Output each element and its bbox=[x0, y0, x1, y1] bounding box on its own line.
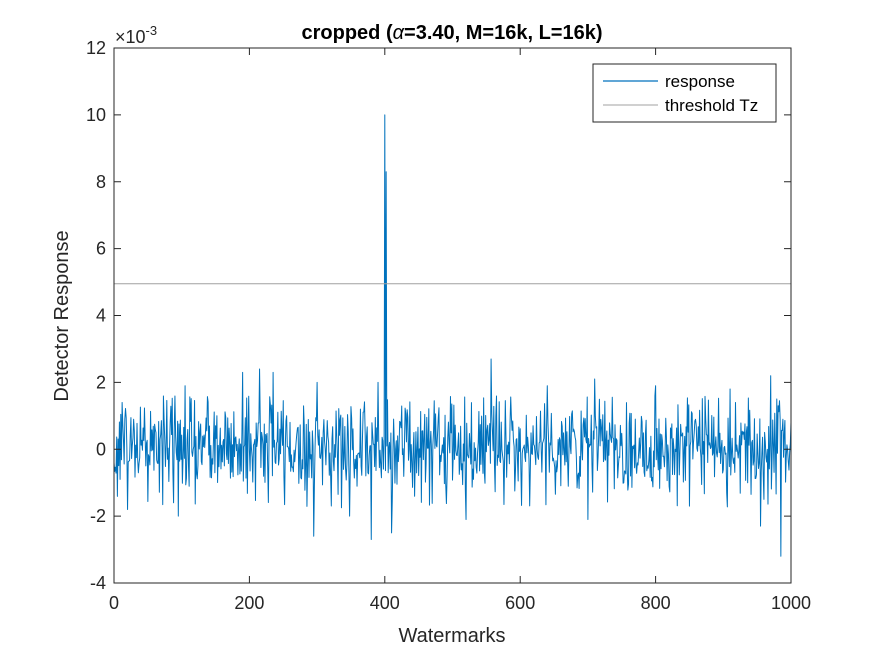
series-layer bbox=[113, 114, 792, 557]
y-tick-label: -4 bbox=[90, 573, 106, 593]
x-tick-label: 0 bbox=[109, 593, 119, 613]
ticks-layer: 0 200 400 600 800 1000 -4 -2 0 2 4 6 8 10 12 bbox=[86, 38, 811, 613]
x-tick-label: 1000 bbox=[771, 593, 811, 613]
y-tick-label: -2 bbox=[90, 506, 106, 526]
x-tick-label: 800 bbox=[641, 593, 671, 613]
y-scale-multiplier: ×10-3 bbox=[115, 23, 157, 47]
y-tick-label: 6 bbox=[96, 239, 106, 259]
legend-box bbox=[592, 63, 777, 123]
y-tick-label: 4 bbox=[96, 306, 106, 326]
x-tick-label: 200 bbox=[234, 593, 264, 613]
legend: response threshold Tz bbox=[592, 63, 777, 123]
series-line-response bbox=[113, 114, 792, 557]
y-tick-label: 0 bbox=[96, 439, 106, 459]
legend-label-threshold: threshold Tz bbox=[665, 96, 758, 115]
plot-background bbox=[114, 48, 791, 583]
y-axis-label: Detector Response bbox=[51, 230, 73, 401]
y-tick-label: 8 bbox=[96, 172, 106, 192]
legend-label-response: response bbox=[665, 72, 735, 91]
y-tick-label: 10 bbox=[86, 105, 106, 125]
x-tick-label: 600 bbox=[505, 593, 535, 613]
x-axis-label: Watermarks bbox=[398, 625, 505, 647]
chart-title: cropped (α=3.40, M=16k, L=16k) bbox=[302, 22, 603, 44]
x-tick-label: 400 bbox=[370, 593, 400, 613]
y-tick-label: 12 bbox=[86, 38, 106, 58]
y-tick-label: 2 bbox=[96, 372, 106, 392]
